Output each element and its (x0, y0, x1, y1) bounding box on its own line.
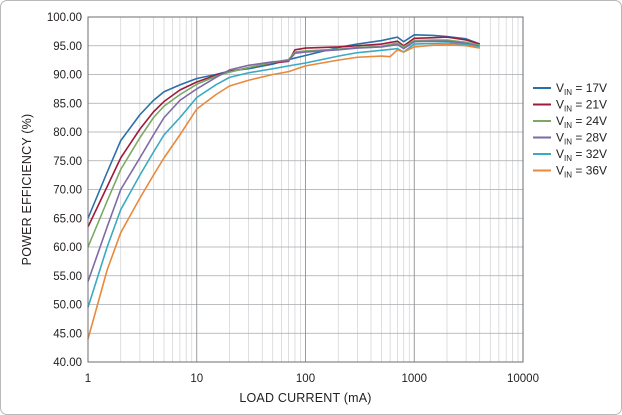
y-tick-label: 90.00 (53, 70, 82, 82)
x-tick-label: 1000 (401, 373, 427, 385)
legend-entry-label: VIN = 24V (556, 114, 607, 130)
legend-entry-label: VIN = 21V (556, 98, 607, 114)
plot-area-border (87, 16, 524, 363)
y-tick-label: 80.00 (53, 127, 82, 139)
y-tick-label: 70.00 (53, 185, 82, 197)
y-tick-label: 40.00 (53, 357, 82, 369)
y-tick-label: 75.00 (53, 156, 82, 168)
x-tick-label: 100 (296, 373, 315, 385)
y-tick-label: 45.00 (53, 328, 82, 340)
x-tick-label: 1 (85, 373, 91, 385)
y-tick-label: 100.00 (47, 12, 82, 24)
series-line-28v (87, 40, 480, 282)
series-line-32v (87, 42, 480, 308)
legend-entry-label: VIN = 32V (556, 147, 607, 163)
y-tick-label: 50.00 (53, 300, 82, 312)
series-lines (87, 34, 481, 340)
y-tick-label: 65.00 (53, 213, 82, 225)
legend-entry-label: VIN = 36V (556, 164, 607, 180)
y-axis-tick-labels: 40.00 45.00 50.00 55.00 60.00 65.00 70.00 75.00… (47, 12, 82, 369)
y-tick-label: 55.00 (53, 271, 82, 283)
series-line-36v (87, 43, 480, 340)
y-tick-label: 95.00 (53, 41, 82, 53)
x-axis-title: LOAD CURRENT (mA) (239, 391, 371, 405)
x-tick-label: 10000 (507, 373, 539, 385)
y-axis-title: POWER EFFICIENCY (%) (20, 114, 34, 266)
x-tick-label: 10 (190, 373, 203, 385)
legend-entry-label: VIN = 28V (556, 131, 607, 147)
series-line-24v (87, 39, 480, 248)
legend-entry-label: VIN = 17V (556, 81, 607, 97)
x-axis-tick-labels: 1 10 100 1000 10000 (85, 373, 539, 385)
y-tick-label: 60.00 (53, 242, 82, 254)
y-tick-label: 85.00 (53, 98, 82, 110)
